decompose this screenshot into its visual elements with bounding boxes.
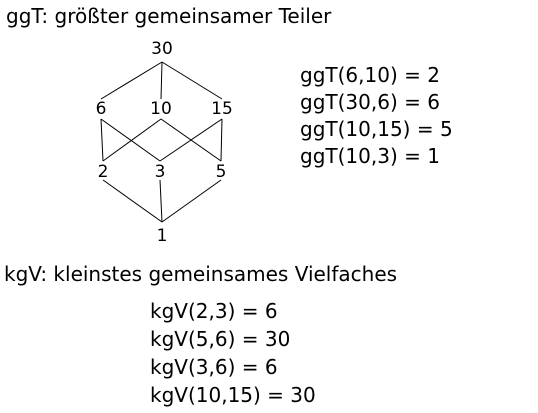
lattice-node-5: 5: [216, 162, 227, 182]
lattice-edge-30-15: [161, 61, 223, 100]
lattice-node-10: 10: [150, 99, 172, 119]
lattice-node-1: 1: [157, 226, 168, 246]
lattice-edge-6-2: [100, 118, 104, 162]
ggt-example-line: ggT(10,15) = 5: [300, 117, 453, 141]
ggt-example-line: ggT(6,10) = 2: [300, 63, 440, 87]
lattice-node-15: 15: [211, 99, 233, 119]
lattice-node-2: 2: [98, 162, 109, 182]
kgv-examples: kgV(2,3) = 6 kgV(5,6) = 30 kgV(3,6) = 6 …: [150, 297, 316, 409]
ggt-example-line: ggT(30,6) = 6: [300, 90, 440, 114]
lattice-edge-30-6: [100, 61, 163, 100]
divisor-lattice-diagram: 30 6 10 15 2 3 5 1: [96, 39, 233, 246]
ggt-examples: ggT(6,10) = 2 ggT(30,6) = 6 ggT(10,15) =…: [300, 62, 453, 170]
lattice-nodes: 30 6 10 15 2 3 5 1: [96, 39, 233, 246]
ggt-example-line: ggT(10,3) = 1: [300, 144, 440, 168]
lattice-edge-5-1: [161, 179, 222, 223]
lattice-edges: [100, 61, 223, 223]
kgv-example-line: kgV(5,6) = 30: [150, 327, 291, 351]
lattice-node-30: 30: [151, 39, 173, 59]
lattice-edge-15-3: [159, 118, 223, 162]
kgv-example-line: kgV(10,15) = 30: [150, 383, 316, 407]
lattice-edge-2-1: [102, 179, 163, 223]
lattice-edge-15-5: [220, 118, 223, 162]
lattice-node-3: 3: [155, 162, 166, 182]
kgv-example-line: kgV(2,3) = 6: [150, 299, 278, 323]
ggt-heading: ggT: größter gemeinsamer Teiler: [6, 4, 332, 28]
lattice-edge-3-1: [159, 179, 163, 223]
kgv-heading: kgV: kleinstes gemeinsames Vielfaches: [4, 262, 398, 286]
lattice-edge-30-10: [160, 61, 163, 100]
lattice-edge-6-3: [100, 118, 161, 162]
lattice-edge-10-2: [102, 118, 162, 162]
lattice-node-6: 6: [96, 99, 107, 119]
kgv-example-line: kgV(3,6) = 6: [150, 355, 278, 379]
